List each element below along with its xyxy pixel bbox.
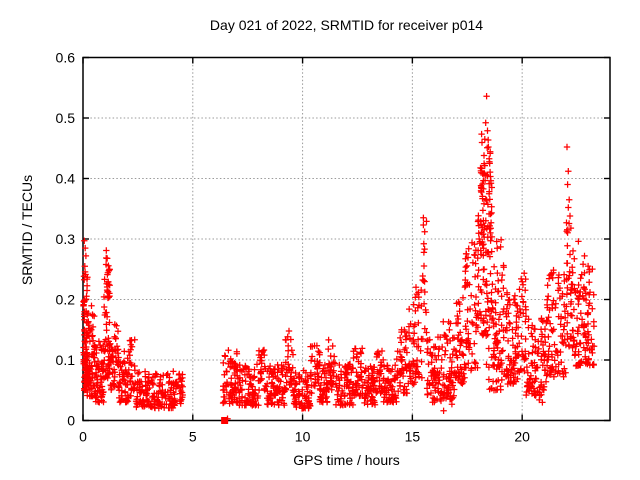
x-tick-label: 0 [79,429,87,445]
square-marker [221,417,229,424]
y-tick-label: 0.3 [56,231,76,247]
x-axis-label: GPS time / hours [293,452,400,468]
chart-title: Day 021 of 2022, SRMTID for receiver p01… [209,17,484,33]
square-companion-point [224,415,231,422]
scatter-points [80,130,598,412]
notable-points [81,93,588,414]
x-tick-label: 15 [405,429,421,445]
y-tick-label: 0.1 [56,352,76,368]
x-tick-label: 20 [514,429,530,445]
y-tick-label: 0 [67,413,75,429]
y-tick-label: 0.6 [56,50,76,66]
y-tick-label: 0.5 [56,110,76,126]
y-tick-label: 0.4 [56,171,76,187]
x-tick-label: 5 [189,429,197,445]
y-tick-label: 0.2 [56,292,76,308]
x-tick-label: 10 [295,429,311,445]
